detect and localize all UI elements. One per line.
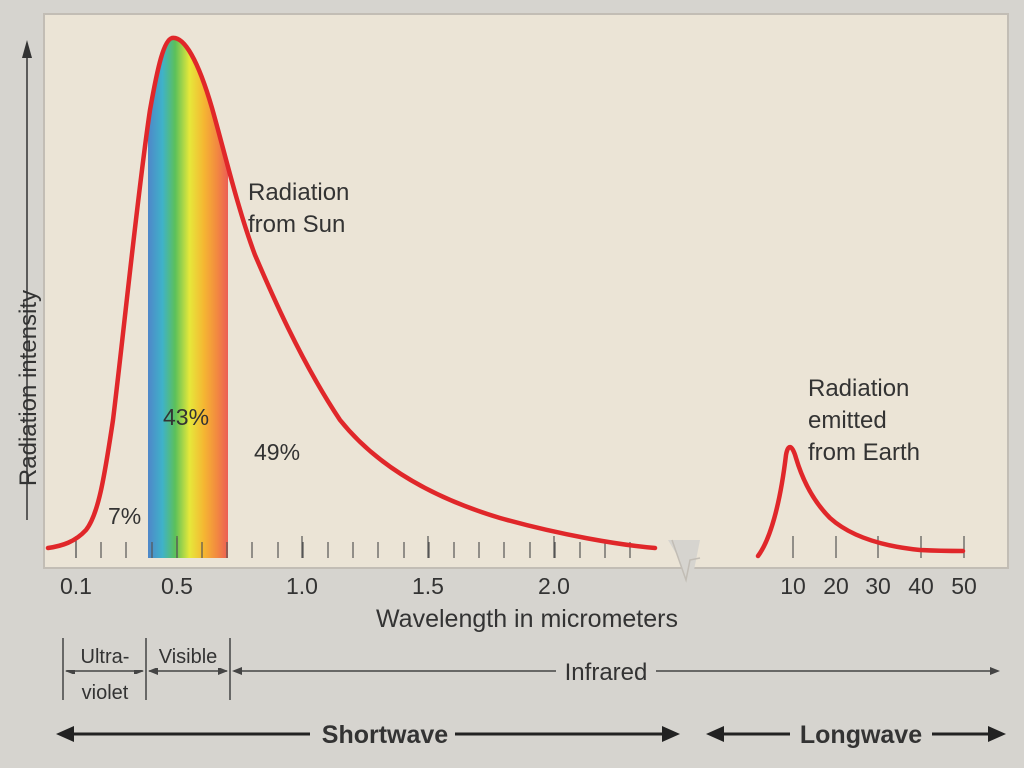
x-tick-label: 0.1 [60,573,92,599]
x-tick-label: 20 [823,573,849,599]
uv-percentage: 7% [108,503,141,529]
x-axis-ticks [75,536,965,558]
sun-label-line1: Radiation [248,179,349,206]
infrared-percentage: 49% [254,439,300,465]
x-tick-label: 1.0 [286,573,318,599]
wave-arrowheads [56,726,1006,742]
visible-label-bg [152,642,224,668]
x-tick-label: 0.5 [161,573,193,599]
y-axis-arrowhead [22,40,32,58]
uv-label-bg [66,640,144,670]
band-ultraviolet-line2: violet [82,682,129,704]
earth-label-line1: Radiation [808,375,909,402]
band-brackets [62,638,996,700]
axis-break-edge [671,539,701,583]
band-ultraviolet-line1: Ultra- [81,646,130,668]
visible-percentage: 43% [163,404,209,430]
x-axis-label: Wavelength in micrometers [376,605,678,633]
earth-label-line2: emitted [808,407,887,434]
x-tick-label: 10 [780,573,806,599]
x-tick-label: 50 [951,573,977,599]
x-tick-label: 40 [908,573,934,599]
x-tick-label: 1.5 [412,573,444,599]
band-infrared: Infrared [565,659,648,686]
sun-radiation-curve [45,35,658,551]
y-axis-label: Radiation intensity [15,290,42,486]
x-tick-label: 30 [865,573,891,599]
shortwave-label: Shortwave [322,721,449,749]
sun-label-line2: from Sun [248,211,345,238]
longwave-label: Longwave [800,721,922,749]
x-tick-label: 2.0 [538,573,570,599]
earth-label-line3: from Earth [808,439,920,466]
earth-radiation-curve [755,444,966,559]
axis-break [668,540,700,600]
band-visible: Visible [159,646,218,668]
uv-label-bg-2 [66,674,144,704]
